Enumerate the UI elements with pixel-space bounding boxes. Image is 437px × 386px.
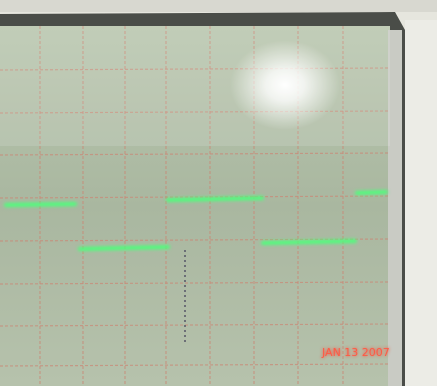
date-stamp-sharp: JAN 13 2007 xyxy=(321,346,390,359)
top-bezel xyxy=(0,0,437,12)
case xyxy=(405,20,437,386)
oscilloscope-photo: JAN 13 2007 JAN 13 2007 xyxy=(0,0,437,386)
reflection xyxy=(0,26,390,146)
side-bezel xyxy=(388,30,402,386)
